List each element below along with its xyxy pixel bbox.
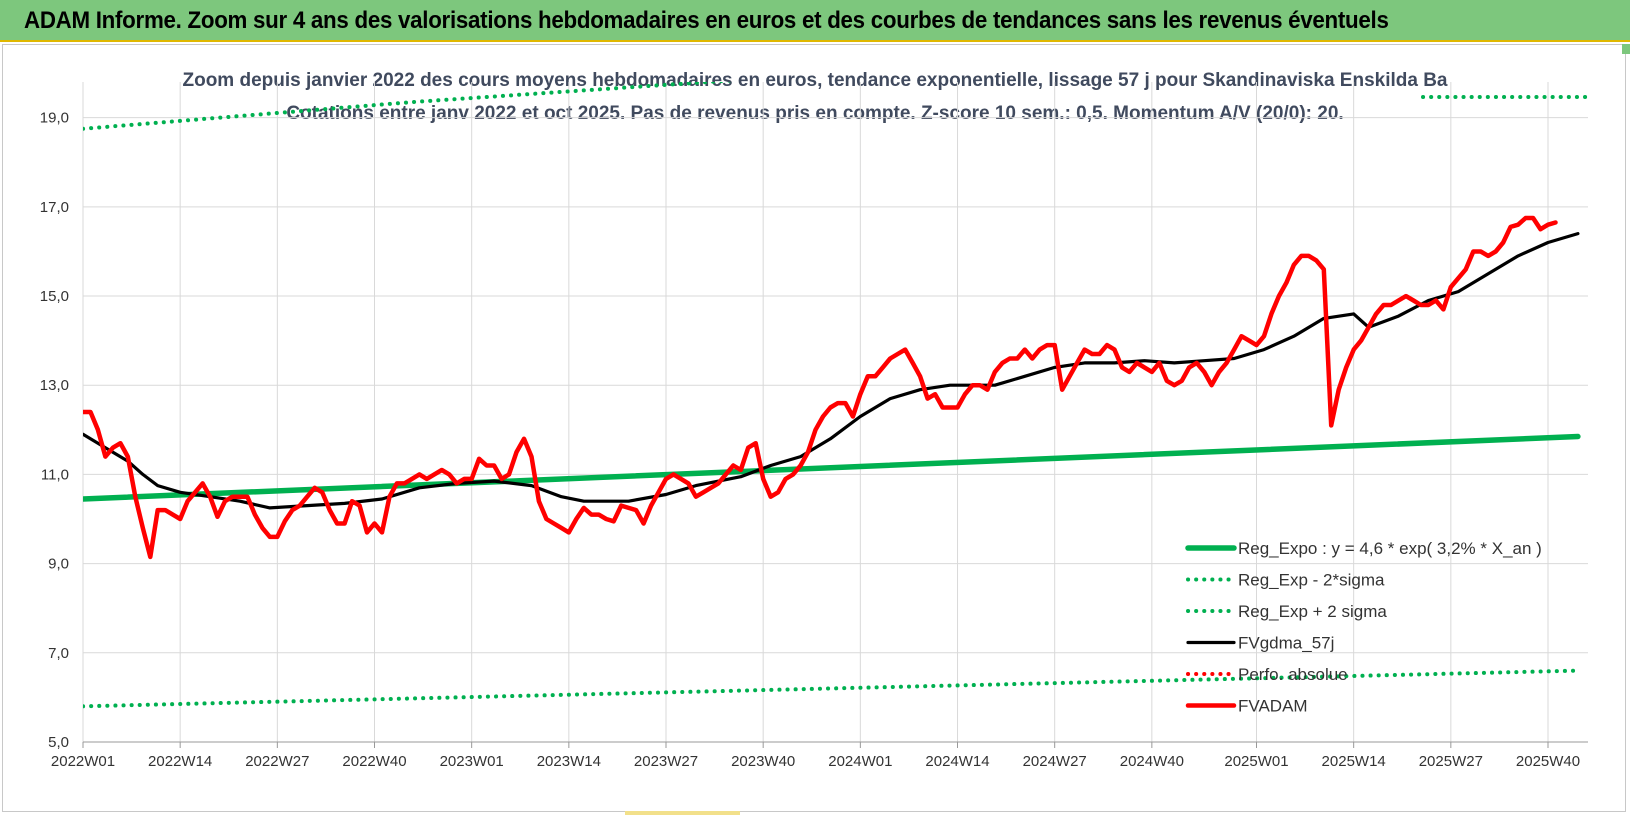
- chart-title: Zoom depuis janvier 2022 des cours moyen…: [182, 70, 1447, 91]
- y-tick-label: 15,0: [40, 288, 69, 305]
- legend-label-6: FVADAM: [1238, 697, 1308, 716]
- legend-label-2: Reg_Exp - 2*sigma: [1238, 571, 1385, 590]
- x-tick-label: 2024W27: [1023, 753, 1087, 770]
- x-tick-label: 2025W27: [1419, 753, 1483, 770]
- grid: [82, 82, 1588, 743]
- corner-accent: [1622, 44, 1630, 54]
- y-tick-label: 7,0: [48, 645, 69, 662]
- x-tick-label: 2022W40: [342, 753, 406, 770]
- legend-label-5: Perfo. absolue: [1238, 665, 1348, 684]
- report-banner: ADAM Informe. Zoom sur 4 ans des valoris…: [0, 0, 1630, 42]
- chart-frame: [2, 44, 1626, 812]
- y-tick-label: 11,0: [41, 466, 69, 483]
- bottom-accent: [625, 811, 740, 815]
- y-axis: 5,0 7,0 9,0 11,0 13,0 15,0 17,0 19,0: [40, 110, 69, 751]
- x-tick-label: 2024W14: [925, 753, 989, 770]
- legend-label-4: FVgdma_57j: [1238, 634, 1334, 653]
- series-line-2: [83, 668, 1580, 709]
- x-tick-label: 2022W01: [51, 753, 115, 770]
- legend-label-3: Reg_Exp + 2 sigma: [1238, 602, 1387, 621]
- y-tick-label: 9,0: [48, 556, 69, 573]
- y-tick-label: 13,0: [40, 377, 69, 394]
- y-tick-label: 19,0: [40, 110, 69, 127]
- x-tick-label: 2023W14: [537, 753, 601, 770]
- series-group: [83, 82, 1581, 709]
- x-tick-label: 2024W40: [1120, 753, 1184, 770]
- series-line-1: [83, 433, 1581, 502]
- chart-subtitle: Cotations entre janv 2022 et oct 2025. P…: [286, 103, 1343, 124]
- legend-label-1: Reg_Expo : y = 4,6 * exp( 3,2% * X_an ): [1238, 539, 1542, 558]
- x-tick-label: 2023W40: [731, 753, 795, 770]
- legend: Reg_Expo : y = 4,6 * exp( 3,2% * X_an ) R…: [1185, 95, 1590, 716]
- series-line-4: [83, 232, 1580, 510]
- x-tick-label: 2022W27: [245, 753, 309, 770]
- series-line-6: [83, 215, 1558, 560]
- x-tick-label: 2022W14: [148, 753, 212, 770]
- x-tick-label: 2025W01: [1224, 753, 1288, 770]
- x-tick-label: 2024W01: [828, 753, 892, 770]
- x-tick-label: 2025W14: [1322, 753, 1386, 770]
- x-tick-label: 2023W01: [440, 753, 504, 770]
- x-tick-label: 2025W40: [1516, 753, 1580, 770]
- y-tick-label: 5,0: [48, 734, 69, 751]
- report-title: ADAM Informe. Zoom sur 4 ans des valoris…: [24, 7, 1389, 34]
- y-tick-label: 17,0: [40, 199, 69, 216]
- x-tick-label: 2023W27: [634, 753, 698, 770]
- x-axis: 2022W01 2022W14 2022W27 2022W40 2023W01 2023W…: [51, 741, 1588, 770]
